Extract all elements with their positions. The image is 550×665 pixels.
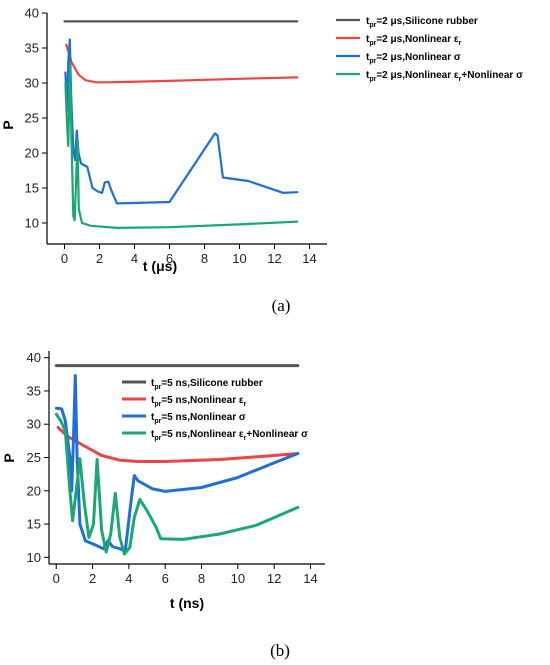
chart-a-y-tick-label: 25	[25, 111, 39, 126]
chart-b-legend-label-1: tpr=5 ns,Silicone rubber	[151, 378, 263, 391]
chart-b-x-tick-label: 4	[125, 571, 132, 586]
panel-label-b: (b)	[270, 641, 290, 660]
chart-b-x-tick-label: 12	[267, 571, 281, 586]
chart-a-axes: 0 2 4 6 8 10 12 14 10 15 20 25 30 35 40	[25, 6, 327, 266]
chart-a-series	[63, 20, 299, 229]
chart-b-y-tick-label: 30	[27, 417, 41, 432]
chart-panel-b: 0 2 4 6 8 10 12 14 10 15 20 25 30 35 40 tpr=5 ns,Silic…	[1, 350, 325, 660]
chart-b-x-tick-label: 0	[53, 571, 60, 586]
chart-a-y-tick-label: 15	[25, 181, 39, 196]
chart-b-x-tick-label: 6	[162, 571, 169, 586]
chart-a-legend: tpr=2 μs,Silicone rubber tpr=2 μs,Nonline…	[336, 16, 523, 83]
chart-b-y-tick-label: 10	[27, 550, 41, 565]
chart-a-legend-label-3: tpr=2 μs,Nonlinear σ	[366, 52, 461, 65]
chart-b-legend-label-3: tpr=5 ns,Nonlinear σ	[151, 412, 246, 425]
chart-a-x-tick-label: 12	[267, 251, 281, 266]
chart-b-y-tick-label: 15	[27, 517, 41, 532]
chart-a-y-tick-label: 30	[25, 76, 39, 91]
chart-a-x-tick-label: 4	[131, 251, 138, 266]
chart-a-y-tick-label: 40	[25, 6, 39, 21]
chart-a-series-line-4	[64, 60, 299, 229]
chart-b-x-tick-label: 2	[89, 571, 96, 586]
chart-b-x-tick-label: 10	[231, 571, 245, 586]
chart-a-series-line-2	[65, 43, 299, 84]
chart-a-y-tick-label: 10	[25, 216, 39, 231]
chart-b-y-tick-label: 25	[27, 450, 41, 465]
chart-a-x-tick-label: 6	[166, 251, 173, 266]
chart-b-legend: tpr=5 ns,Silicone rubber tpr=5 ns,Nonline…	[122, 378, 308, 442]
chart-a-x-tick-label: 8	[201, 251, 208, 266]
chart-a-x-tick-label: 2	[96, 251, 103, 266]
chart-b-axes: 0 2 4 6 8 10 12 14 10 15 20 25 30 35 40	[27, 350, 325, 586]
chart-a-legend-label-2: tpr=2 μs,Nonlinear εr	[366, 34, 462, 47]
chart-a-y-tick-label: 20	[25, 146, 39, 161]
chart-b-x-tick-label: 14	[303, 571, 317, 586]
chart-a-x-tick-label: 10	[232, 251, 246, 266]
chart-b-series	[54, 364, 300, 556]
chart-a-x-axis-title: t (μs)	[143, 258, 177, 274]
chart-a-x-tick-label: 14	[302, 251, 316, 266]
chart-b-y-tick-label: 40	[27, 350, 41, 365]
chart-b-legend-label-2: tpr=5 ns,Nonlinear εr	[151, 395, 247, 408]
chart-b-series-line-4	[54, 412, 300, 556]
chart-a-y-axis-title: P	[0, 120, 16, 129]
chart-b-y-axis-title: P	[1, 453, 17, 462]
panel-label-a: (a)	[272, 296, 291, 315]
chart-a-y-tick-label: 35	[25, 41, 39, 56]
chart-b-x-axis-title: t (ns)	[170, 595, 204, 611]
chart-a-legend-label-1: tpr=2 μs,Silicone rubber	[366, 16, 478, 29]
chart-b-x-tick-label: 8	[198, 571, 205, 586]
chart-panel-a: 0 2 4 6 8 10 12 14 10 15 20 25 30 35 40 tpr=2 μs,Silic…	[0, 6, 523, 316]
chart-b-y-tick-label: 35	[27, 383, 41, 398]
chart-b-legend-label-4: tpr=5 ns,Nonlinear εr+Nonlinear σ	[151, 429, 308, 442]
chart-a-x-tick-label: 0	[61, 251, 68, 266]
chart-a-series-line-3	[64, 38, 299, 205]
chart-a-legend-label-4: tpr=2 μs,Nonlinear εr+Nonlinear σ	[366, 70, 523, 83]
chart-b-y-tick-label: 20	[27, 483, 41, 498]
